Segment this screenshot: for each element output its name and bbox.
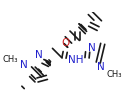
Text: N: N (20, 60, 28, 70)
Text: N: N (35, 50, 43, 60)
Text: NH: NH (68, 55, 83, 65)
Text: N: N (97, 61, 105, 72)
Text: O: O (62, 38, 70, 48)
Text: CH₃: CH₃ (107, 70, 122, 79)
Text: CH₃: CH₃ (3, 55, 18, 64)
Text: N: N (88, 43, 96, 53)
